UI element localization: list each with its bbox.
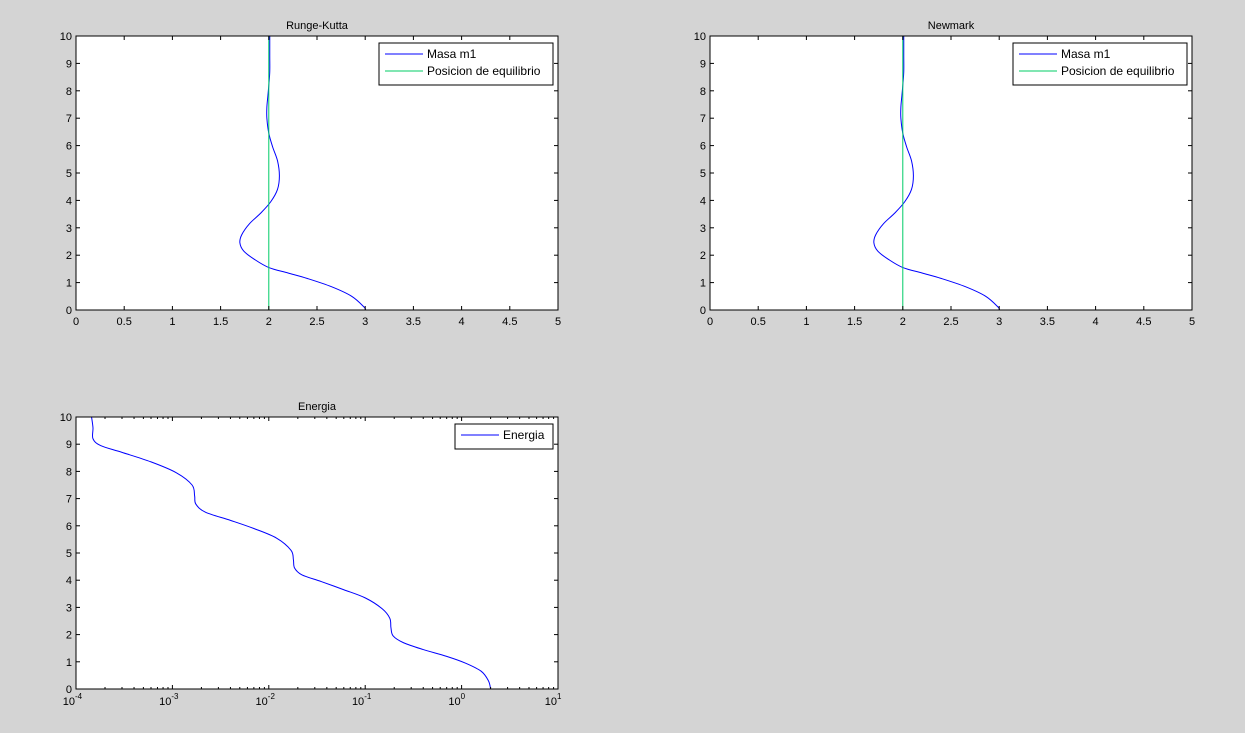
y-tick-label: 6 bbox=[700, 141, 706, 153]
y-tick-label: 4 bbox=[66, 195, 72, 207]
y-tick-label: 1 bbox=[66, 278, 72, 290]
x-tick-label: 10 -4 bbox=[63, 692, 83, 708]
x-tick-base: 10 bbox=[63, 696, 75, 708]
x-tick-label: 10 -3 bbox=[159, 692, 179, 708]
legend: Energia bbox=[454, 423, 554, 450]
y-tick-label: 9 bbox=[66, 439, 72, 451]
y-tick-label: 0 bbox=[66, 305, 72, 317]
x-tick-base: 10 bbox=[545, 696, 557, 708]
x-tick-label: 3 bbox=[996, 316, 1002, 328]
series-line-1 bbox=[91, 417, 492, 689]
legend: Masa m1 Posicion de equilibrio bbox=[1012, 42, 1188, 86]
legend-box bbox=[454, 423, 554, 450]
x-tick-label: 0.5 bbox=[117, 316, 132, 328]
x-tick-label: 5 bbox=[555, 316, 561, 328]
x-tick-label: 0 bbox=[73, 316, 79, 328]
x-tick-exponent: -2 bbox=[268, 692, 276, 701]
y-tick-label: 0 bbox=[700, 305, 706, 317]
x-tick-label: 0 bbox=[707, 316, 713, 328]
y-tick-label: 10 bbox=[694, 31, 706, 43]
x-tick-label: 3 bbox=[362, 316, 368, 328]
x-tick-label: 0.5 bbox=[751, 316, 766, 328]
legend: Masa m1 Posicion de equilibrio bbox=[378, 42, 554, 86]
x-tick-label: 10 -1 bbox=[352, 692, 372, 708]
y-tick-label: 7 bbox=[66, 494, 72, 506]
series-group bbox=[239, 36, 367, 310]
x-tick-exponent: -3 bbox=[171, 692, 179, 701]
x-tick-label: 1 bbox=[803, 316, 809, 328]
x-tick-label: 2 bbox=[900, 316, 906, 328]
y-tick-label: 10 bbox=[60, 31, 72, 43]
x-tick-label: 2.5 bbox=[943, 316, 958, 328]
series-line-1 bbox=[239, 36, 367, 310]
y-tick-label: 6 bbox=[66, 141, 72, 153]
y-tick-label: 1 bbox=[66, 657, 72, 669]
y-tick-label: 7 bbox=[700, 113, 706, 125]
x-tick-label: 3.5 bbox=[1040, 316, 1055, 328]
x-tick-label: 3.5 bbox=[406, 316, 421, 328]
y-tick-label: 8 bbox=[66, 86, 72, 98]
x-tick-exponent: -4 bbox=[75, 692, 83, 701]
x-tick-label: 1.5 bbox=[847, 316, 862, 328]
y-tick-label: 5 bbox=[700, 168, 706, 180]
y-tick-label: 2 bbox=[66, 630, 72, 642]
legend-entry: Posicion de equilibrio bbox=[1061, 64, 1175, 78]
chart-title: Energia bbox=[298, 401, 337, 413]
y-tick-label: 3 bbox=[66, 602, 72, 614]
y-tick-label: 7 bbox=[66, 113, 72, 125]
y-tick-label: 4 bbox=[66, 575, 72, 587]
y-tick-label: 8 bbox=[700, 86, 706, 98]
y-tick-label: 5 bbox=[66, 548, 72, 560]
chart-title: Runge-Kutta bbox=[286, 20, 349, 32]
x-tick-label: 5 bbox=[1189, 316, 1195, 328]
plot-area bbox=[76, 417, 558, 689]
x-tick-base: 10 bbox=[256, 696, 268, 708]
series-group bbox=[873, 36, 1001, 310]
chart-2: Newmark 0 1 2 3 4 5 6 7 8 9 10 0 0.5 1 1.5 2 2.5 3 3.5 4 4.5 5… bbox=[694, 20, 1195, 328]
y-tick-label: 3 bbox=[700, 223, 706, 235]
x-tick-label: 4 bbox=[1093, 316, 1099, 328]
chart-title: Newmark bbox=[928, 20, 975, 32]
y-tick-label: 2 bbox=[700, 250, 706, 262]
x-tick-base: 10 bbox=[448, 696, 460, 708]
legend-box bbox=[378, 42, 554, 86]
x-tick-exponent: 0 bbox=[461, 692, 466, 701]
y-tick-label: 2 bbox=[66, 250, 72, 262]
x-tick-label: 10 -2 bbox=[256, 692, 276, 708]
x-tick-base: 10 bbox=[352, 696, 364, 708]
y-tick-label: 8 bbox=[66, 466, 72, 478]
legend-entry: Masa m1 bbox=[427, 47, 477, 61]
series-line-1 bbox=[873, 36, 1001, 310]
x-tick-label: 4.5 bbox=[1136, 316, 1151, 328]
x-tick-exponent: -1 bbox=[364, 692, 372, 701]
x-tick-base: 10 bbox=[159, 696, 171, 708]
x-tick-label: 2 bbox=[266, 316, 272, 328]
y-tick-label: 10 bbox=[60, 412, 72, 424]
y-tick-label: 9 bbox=[66, 58, 72, 70]
x-tick-exponent: 1 bbox=[557, 692, 562, 701]
x-tick-label: 1.5 bbox=[213, 316, 228, 328]
y-tick-label: 3 bbox=[66, 223, 72, 235]
y-tick-label: 1 bbox=[700, 278, 706, 290]
x-tick-label: 10 1 bbox=[545, 692, 562, 708]
x-tick-label: 2.5 bbox=[309, 316, 324, 328]
chart-1: Runge-Kutta 0 1 2 3 4 5 6 7 8 9 10 0 0.5 1 1.5 2 2.5 3 3.5 4… bbox=[60, 20, 561, 328]
x-tick-label: 1 bbox=[169, 316, 175, 328]
legend-entry: Posicion de equilibrio bbox=[427, 64, 541, 78]
legend-entry: Energia bbox=[503, 428, 545, 442]
legend-box bbox=[1012, 42, 1188, 86]
x-tick-label: 4.5 bbox=[502, 316, 517, 328]
x-tick-label: 10 0 bbox=[448, 692, 465, 708]
series-group bbox=[91, 417, 492, 689]
x-tick-label: 4 bbox=[459, 316, 465, 328]
y-tick-label: 4 bbox=[700, 195, 706, 207]
y-tick-label: 6 bbox=[66, 521, 72, 533]
y-tick-label: 9 bbox=[700, 58, 706, 70]
y-tick-label: 0 bbox=[66, 684, 72, 696]
legend-entry: Masa m1 bbox=[1061, 47, 1111, 61]
y-tick-label: 5 bbox=[66, 168, 72, 180]
